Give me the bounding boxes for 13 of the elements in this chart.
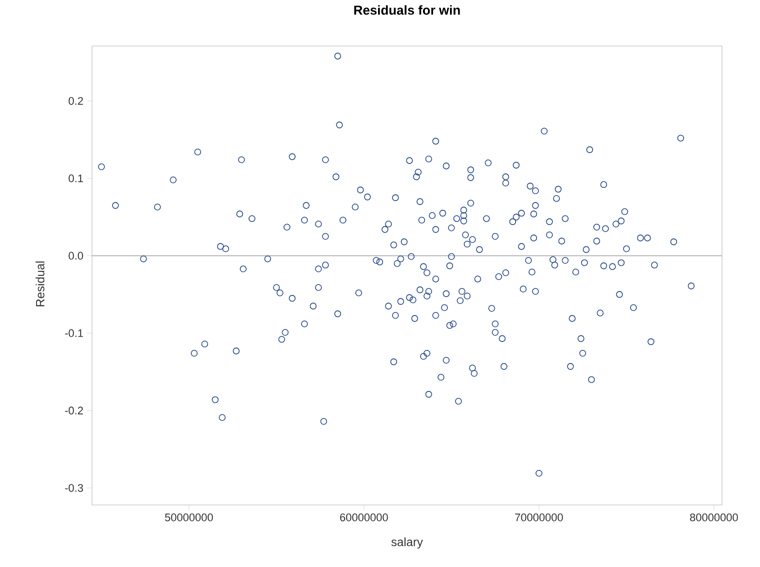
y-tick-label: 0.2 xyxy=(68,97,83,105)
x-tick-label: 50000000 xyxy=(165,514,213,522)
x-tick-label: 60000000 xyxy=(340,514,388,522)
y-tick-label: 0.0 xyxy=(68,252,84,260)
y-axis-title: Residual xyxy=(36,262,44,306)
y-tick-label: -0.2 xyxy=(65,406,83,414)
y-tick-label: 0.1 xyxy=(68,174,83,182)
x-tick-label: 80000000 xyxy=(690,514,738,522)
x-tick-label: 70000000 xyxy=(515,514,563,522)
y-tick-label: -0.3 xyxy=(65,484,83,492)
y-tick-label: -0.1 xyxy=(65,329,83,338)
chart-title: Residuals for win xyxy=(354,5,460,15)
x-axis-title: salary xyxy=(391,537,423,549)
